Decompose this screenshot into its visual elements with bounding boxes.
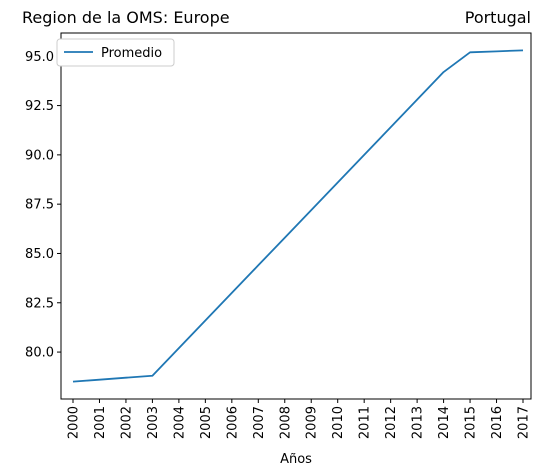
legend-box: [56, 38, 175, 67]
x-tick-label: 2005: [199, 406, 214, 439]
x-axis-title: Años: [280, 452, 312, 467]
x-tick-label: 2004: [172, 406, 187, 439]
x-tick-label: 2017: [517, 406, 532, 439]
x-tick-label: 2016: [490, 406, 505, 439]
series-line-promedio: [72, 49, 524, 383]
x-tick-label: 2015: [464, 406, 479, 439]
y-tick-label: 87.5: [25, 198, 54, 213]
axes-frame: [60, 32, 532, 400]
x-tick-label: 2002: [119, 406, 134, 439]
y-tick-label: 85.0: [25, 247, 54, 262]
x-tick-label: 2009: [305, 406, 320, 439]
y-axis: 80.0 82.5 85.0 87.5 90.0 92.5 95.0: [25, 50, 61, 361]
x-tick-label: 2013: [411, 406, 426, 439]
y-tick-label: 95.0: [25, 50, 54, 65]
x-tick-label: 2001: [93, 406, 108, 439]
y-tick-label: 90.0: [25, 148, 54, 163]
x-tick-label: 2007: [252, 406, 267, 439]
y-tick-label: 82.5: [25, 296, 54, 311]
x-tick-label: 2011: [358, 406, 373, 439]
x-tick-label: 2003: [146, 406, 161, 439]
chart-title-right: Portugal: [465, 8, 531, 27]
chart-title-left: Region de la OMS: Europe: [22, 8, 230, 27]
x-tick-label: 2014: [437, 406, 452, 439]
x-tick-label: 2010: [331, 406, 346, 439]
plot-area: [72, 49, 524, 383]
x-tick-label: 2012: [384, 406, 399, 439]
legend-label-promedio: Promedio: [101, 46, 162, 61]
x-tick-label: 2008: [278, 406, 293, 439]
y-tick-label: 92.5: [25, 99, 54, 114]
x-tick-label: 2000: [67, 406, 82, 439]
x-axis: 2000 2001 2002 2003 2004 2005 2006 2007 2008 2009…: [67, 399, 532, 439]
x-tick-label: 2006: [225, 406, 240, 439]
y-tick-label: 80.0: [25, 346, 54, 361]
legend: Promedio: [56, 38, 175, 67]
